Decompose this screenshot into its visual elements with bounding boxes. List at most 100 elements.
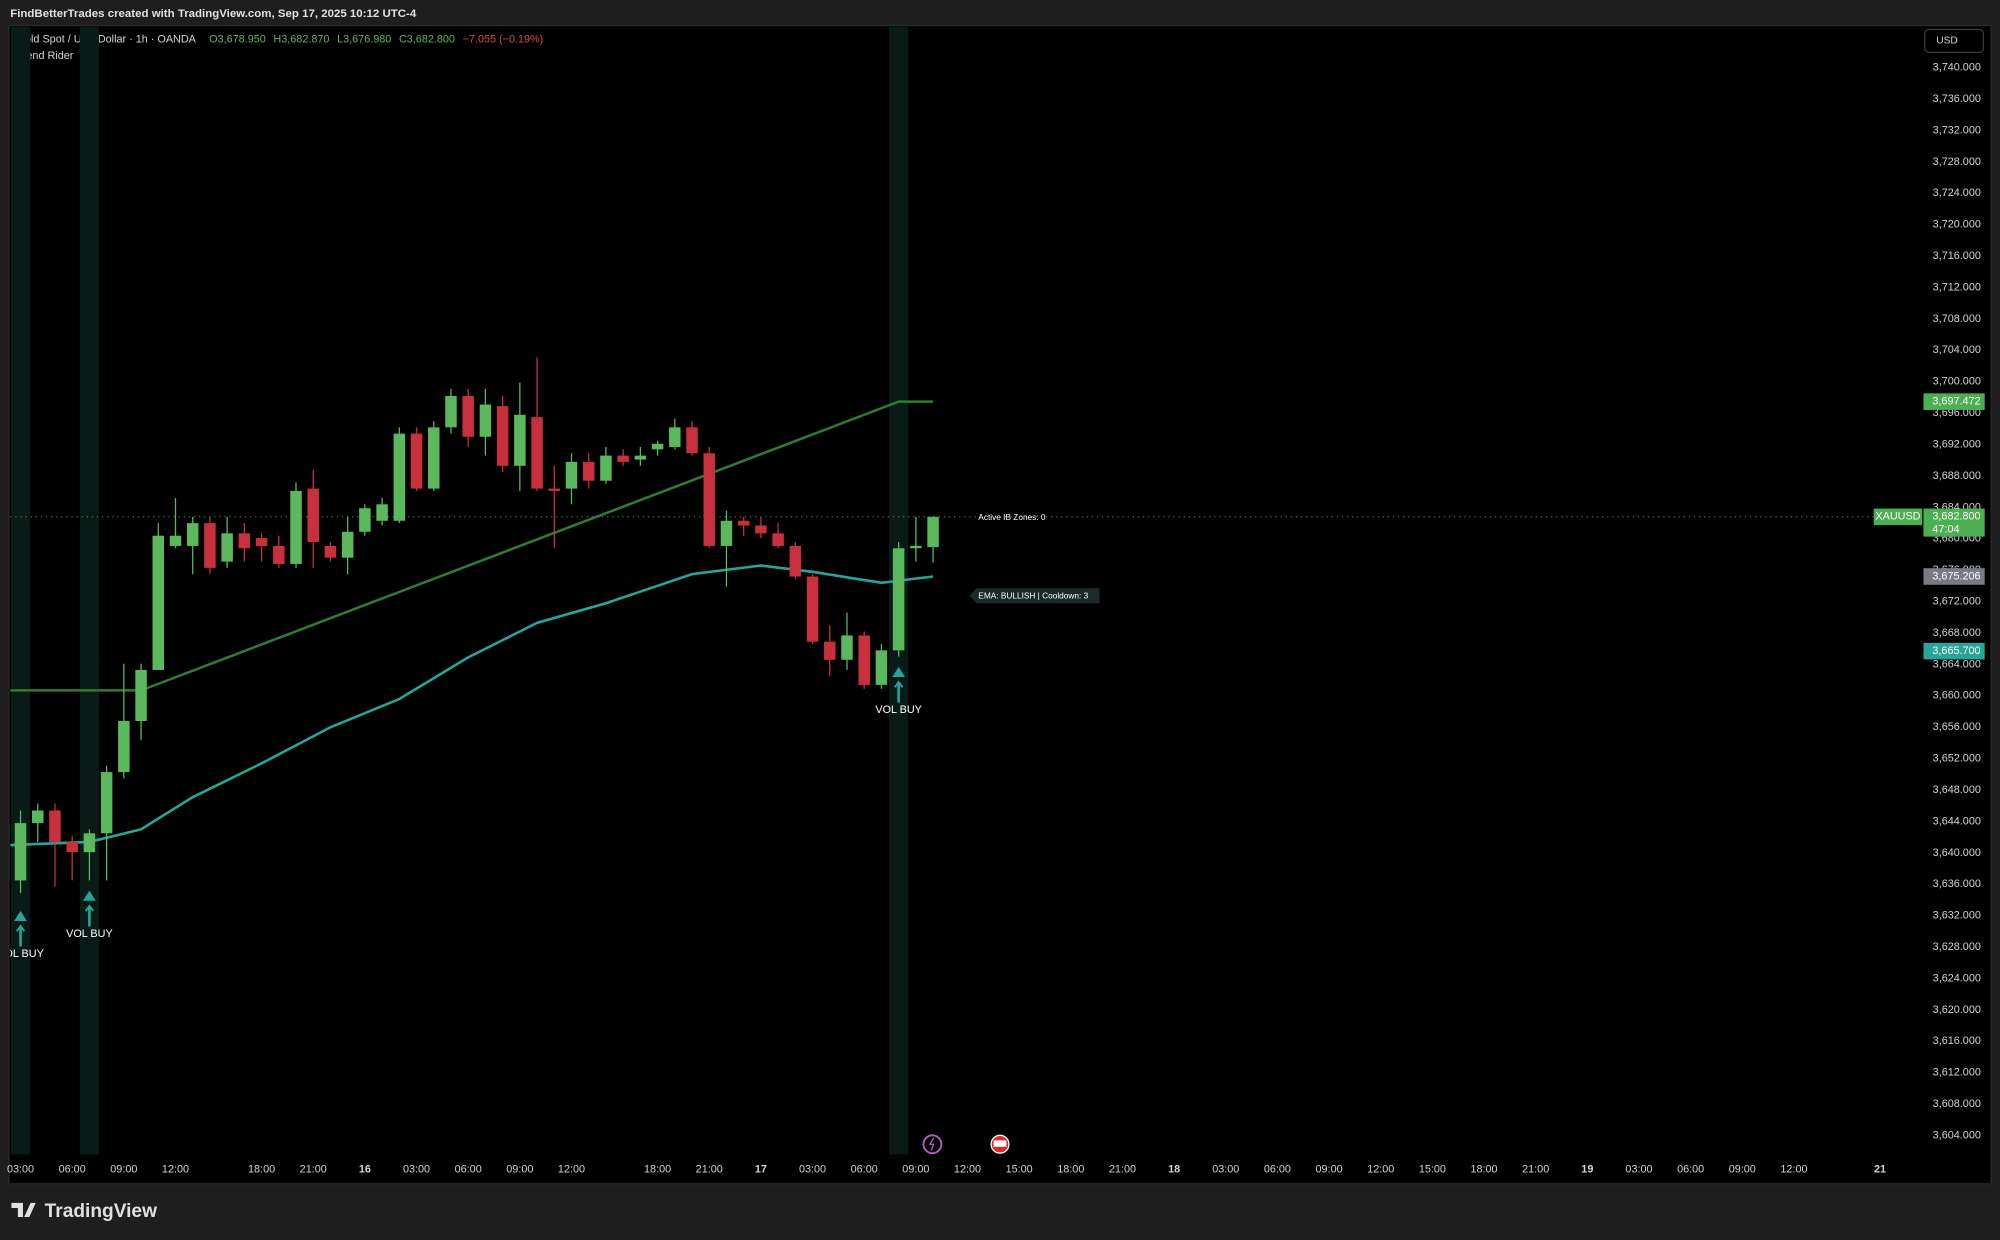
candle-body [496, 406, 509, 466]
price-tag [1923, 508, 1985, 537]
footer-logo: TradingView [11, 1201, 157, 1222]
x-tick-label: 12:00 [558, 1164, 585, 1176]
x-tick-label: 09:00 [1316, 1164, 1343, 1176]
symbol-title: Gold Spot / U.S. Dollar · 1h · OANDA [17, 34, 197, 46]
x-tick-label: 03:00 [1212, 1164, 1239, 1176]
x-tick-label: 03:00 [1625, 1164, 1652, 1176]
x-tick-label: 06:00 [851, 1164, 878, 1176]
candle-body [324, 545, 337, 558]
countdown: 47:04 [1932, 523, 1959, 535]
y-tick-label: 3,688.000 [1933, 470, 1981, 482]
y-tick-label: 3,604.000 [1933, 1129, 1981, 1141]
candle-body [255, 538, 268, 546]
candle-body [393, 433, 406, 521]
candle-body [703, 453, 715, 546]
candle-body [273, 545, 285, 564]
price-tag-label: 3,697.472 [1932, 396, 1980, 408]
candle-body [186, 523, 199, 546]
signal-label: VOL BUY [0, 948, 44, 960]
x-tick-label: 12:00 [1367, 1164, 1394, 1176]
y-tick-label: 3,696.000 [1933, 407, 1981, 419]
candle-body [49, 810, 61, 842]
candle-body [582, 461, 595, 481]
candle-body [565, 461, 578, 489]
y-tick-label: 3,648.000 [1933, 784, 1981, 796]
candle-body [755, 525, 767, 534]
event-icon[interactable] [922, 1134, 943, 1155]
y-tick-label: 3,712.000 [1933, 281, 1981, 293]
x-tick-label: 18 [1168, 1164, 1180, 1176]
y-tick-label: 3,668.000 [1933, 627, 1981, 639]
candle-body [927, 516, 939, 548]
candle-body [410, 433, 423, 489]
candle-body [135, 669, 147, 722]
candle-body [100, 772, 113, 834]
note-box [969, 588, 1100, 604]
x-tick-label: 12:00 [1780, 1164, 1807, 1176]
x-tick-label: 18:00 [644, 1164, 671, 1176]
x-tick-label: 06:00 [455, 1164, 482, 1176]
x-tick-label: 17 [755, 1164, 767, 1176]
y-tick-label: 3,616.000 [1933, 1035, 1981, 1047]
indicator-name: Trend Rider [17, 50, 74, 62]
ohlc-value: −7.055 (−0.19%) [463, 34, 544, 46]
y-tick-label: 3,724.000 [1933, 187, 1981, 199]
candle-body [238, 533, 251, 549]
candle-body [789, 545, 802, 577]
x-tick-label: 09:00 [1729, 1164, 1756, 1176]
event-icon-bolt [928, 1137, 935, 1151]
indicator-line [10, 400, 934, 692]
signal-label: VOL BUY [875, 704, 922, 716]
y-tick-label: 3,720.000 [1933, 219, 1981, 231]
y-tick-label: 3,628.000 [1933, 941, 1981, 953]
signal-band [10, 26, 31, 1155]
x-tick-label: 21:00 [1109, 1164, 1136, 1176]
y-tick-label: 3,728.000 [1933, 156, 1981, 168]
y-tick-label: 3,632.000 [1933, 910, 1981, 922]
x-tick-label: 03:00 [7, 1164, 34, 1176]
x-tick-label: 06:00 [1264, 1164, 1291, 1176]
candle-body [737, 520, 750, 526]
y-tick-label: 3,656.000 [1933, 721, 1981, 733]
candle-body [66, 841, 78, 853]
signal-band [79, 26, 99, 1155]
y-tick-label: 3,640.000 [1933, 847, 1981, 859]
ohlc-value: O3,678.950 [209, 34, 266, 46]
y-tick-label: 3,704.000 [1933, 344, 1981, 356]
candle-body [772, 533, 784, 546]
ohlc-value: H3,682.870 [273, 34, 329, 46]
candle-body [290, 490, 302, 564]
y-tick-label: 3,736.000 [1933, 93, 1981, 105]
currency-button[interactable] [1924, 28, 1985, 54]
x-tick-label: 12:00 [954, 1164, 981, 1176]
candle-body [204, 523, 216, 568]
x-tick-label: 09:00 [110, 1164, 137, 1176]
candle-body [83, 833, 96, 853]
x-tick-label: 15:00 [1419, 1164, 1446, 1176]
y-tick-label: 3,652.000 [1933, 753, 1981, 765]
plot: VOL BUY VOL BUY VOL BUY Active IB Zones: 0 E… [0, 26, 1920, 1155]
signal-label: VOL BUY [66, 928, 113, 940]
x-tick-label: 19 [1581, 1164, 1593, 1176]
flag-stripe [993, 1140, 1007, 1147]
currency[interactable]: USD [1936, 36, 1958, 47]
candle-body [531, 417, 543, 489]
symbol-tag-label: XAUUSD [1875, 511, 1920, 523]
candle-body [669, 427, 681, 447]
x-tick-label: 21:00 [696, 1164, 723, 1176]
candle-body [600, 455, 612, 481]
candle-body [221, 533, 233, 562]
price-tag-label: 3,665.700 [1932, 645, 1980, 657]
candle-body [548, 488, 561, 491]
price-tag-label: 3,675.206 [1932, 570, 1980, 582]
ohlc-value: C3,682.800 [399, 34, 455, 46]
candle-body [651, 443, 664, 450]
attribution: FindBetterTrades created with TradingVie… [10, 8, 417, 20]
price-tag [1923, 393, 1985, 410]
y-tick-label: 3,644.000 [1933, 815, 1981, 827]
x-tick-label: 12:00 [162, 1164, 189, 1176]
candle-body [858, 635, 870, 685]
y-tick-label: 3,708.000 [1933, 313, 1981, 325]
x-tick-label: 18:00 [248, 1164, 275, 1176]
y-tick-label: 3,692.000 [1933, 438, 1981, 450]
